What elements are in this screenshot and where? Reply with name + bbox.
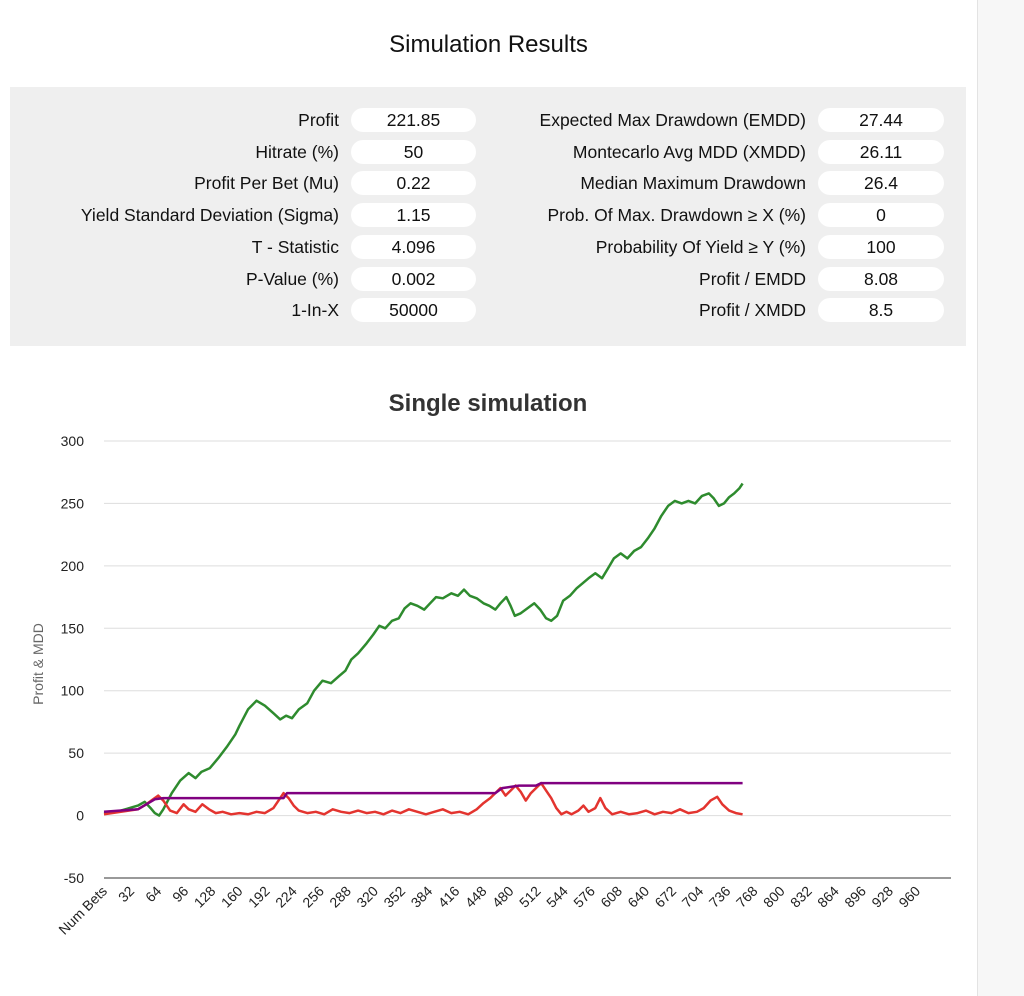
page-title: Simulation Results [389, 31, 588, 58]
chart-title: Single simulation [389, 390, 588, 417]
stat-value-left-2: 0.22 [351, 171, 476, 196]
x-tick-label: 192 [245, 883, 273, 911]
x-tick-label: 928 [868, 883, 896, 911]
y-tick-label: 200 [61, 558, 85, 574]
x-tick-label: 128 [191, 883, 219, 911]
right-sidebar-edge [977, 0, 1024, 996]
stat-value-right-5: 8.08 [818, 266, 944, 291]
stat-label-right-5: Profit / EMDD [699, 268, 806, 289]
x-tick-label: 960 [895, 883, 923, 911]
drawdown-series-line [103, 781, 743, 816]
y-tick-label: 300 [61, 433, 85, 449]
profit-series-line [103, 482, 744, 817]
x-tick-label: 768 [733, 883, 761, 911]
x-tick-label: 384 [408, 883, 436, 911]
stat-label-right-3: Prob. Of Max. Drawdown ≥ X (%) [547, 205, 806, 226]
x-tick-label: 544 [543, 883, 571, 911]
x-tick-label: 288 [326, 883, 354, 911]
stat-value-left-1: 50 [351, 139, 476, 164]
stat-value-right-4: 100 [818, 234, 944, 259]
x-tick-label: 256 [299, 883, 327, 911]
stat-label-left-1: Hitrate (%) [255, 141, 339, 162]
x-tick-label: 224 [272, 883, 300, 911]
stat-label-left-4: T - Statistic [251, 236, 339, 257]
gridlines [104, 440, 951, 879]
stat-value-left-6: 50000 [351, 298, 476, 323]
x-axis-ticks: Num Bets 32 64 96 128 160 192 224 256 288 320 352 38… [55, 883, 923, 938]
stat-value-right-3: 0 [818, 203, 944, 228]
x-tick-label: 704 [679, 883, 707, 911]
x-tick-label: Num Bets [55, 883, 110, 938]
y-axis-title: Profit & MDD [30, 623, 46, 705]
stat-label-left-0: Profit [298, 110, 339, 130]
x-tick-label: 608 [597, 883, 625, 911]
y-tick-label: 50 [68, 745, 84, 761]
stat-value-right-2: 26.4 [818, 171, 944, 196]
x-tick-label: 640 [624, 883, 652, 911]
x-tick-label: 896 [841, 883, 869, 911]
stat-value-left-3: 1.15 [351, 203, 476, 228]
x-tick-label: 416 [435, 883, 463, 911]
x-tick-label: 160 [218, 883, 246, 911]
stat-label-right-0: Expected Max Drawdown (EMDD) [539, 110, 806, 130]
x-tick-label: 320 [353, 883, 381, 911]
x-tick-label: 480 [489, 883, 517, 911]
x-tick-label: 832 [787, 883, 815, 911]
x-tick-label: 512 [516, 883, 544, 911]
y-tick-label: 0 [76, 808, 84, 824]
x-tick-label: 800 [760, 883, 788, 911]
x-tick-label: 736 [706, 883, 734, 911]
stat-label-right-1: Montecarlo Avg MDD (XMDD) [572, 141, 806, 162]
stat-label-left-2: Profit Per Bet (Mu) [194, 173, 339, 194]
stat-value-left-0: 221.85 [351, 108, 476, 132]
y-tick-label: -50 [64, 870, 84, 886]
stat-label-right-4: Probability Of Yield ≥ Y (%) [595, 236, 806, 257]
y-tick-label: 150 [61, 620, 85, 636]
stat-label-right-6: Profit / XMDD [699, 300, 806, 321]
x-tick-label: 672 [651, 883, 679, 911]
x-tick-label: 32 [115, 883, 137, 905]
x-tick-label: 352 [380, 883, 408, 911]
series-lines [103, 482, 744, 817]
stat-value-right-1: 26.11 [818, 139, 944, 164]
stat-label-left-3: Yield Standard Deviation (Sigma) [80, 205, 339, 226]
stat-value-right-0: 27.44 [818, 108, 944, 132]
x-tick-label: 864 [814, 883, 842, 911]
stat-label-left-6: 1-In-X [291, 300, 339, 321]
x-tick-label: 96 [169, 883, 191, 905]
x-tick-label: 576 [570, 883, 598, 911]
single-simulation-chart: Single simulation Profit & MDD 300 250 200… [30, 390, 951, 938]
max-drawdown-series-line [103, 781, 743, 814]
stats-panel: Profit 221.85 Hitrate (%) 50 Profit Per Bet … [10, 87, 966, 346]
stat-value-left-4: 4.096 [351, 234, 476, 259]
x-tick-label: 64 [142, 883, 164, 905]
y-axis-ticks: 300 250 200 150 100 50 0 -50 [61, 433, 85, 886]
x-tick-label: 448 [462, 883, 490, 911]
stat-label-left-5: P-Value (%) [245, 268, 339, 289]
stat-value-right-6: 8.5 [818, 298, 944, 323]
stat-label-right-2: Median Maximum Drawdown [580, 173, 806, 194]
stat-value-left-5: 0.002 [351, 266, 476, 291]
y-tick-label: 250 [61, 495, 85, 511]
y-tick-label: 100 [61, 683, 85, 699]
